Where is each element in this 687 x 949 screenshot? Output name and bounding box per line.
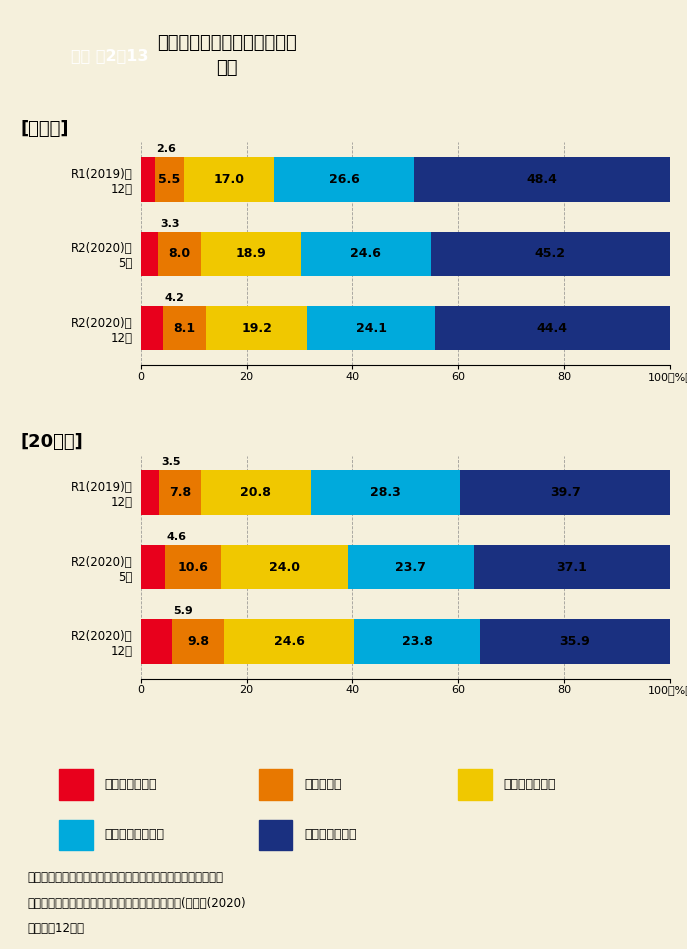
Bar	[206, 306, 308, 350]
Text: 3.5: 3.5	[161, 457, 181, 468]
Bar	[141, 232, 158, 276]
Bar	[201, 471, 311, 515]
Bar	[183, 158, 273, 202]
Text: 24.6: 24.6	[350, 248, 381, 260]
Text: 4.6: 4.6	[167, 531, 187, 542]
Bar	[348, 545, 473, 589]
Text: [全年齢]: [全年齢]	[21, 120, 69, 138]
Bar	[163, 306, 206, 350]
Text: ける生活意識・行動の変化に関する調査」(令和２(2020): ける生活意識・行動の変化に関する調査」(令和２(2020)	[27, 897, 246, 910]
Bar	[158, 232, 201, 276]
Bar	[259, 820, 292, 850]
Bar	[458, 770, 492, 800]
Bar	[141, 306, 163, 350]
Bar	[273, 158, 414, 202]
Text: 2.6: 2.6	[156, 144, 176, 155]
Bar	[141, 471, 159, 515]
Bar	[308, 306, 435, 350]
Bar	[473, 545, 670, 589]
Bar	[141, 158, 155, 202]
Text: 関心: 関心	[216, 60, 238, 77]
Text: 24.0: 24.0	[269, 561, 300, 573]
Bar	[221, 545, 348, 589]
Bar	[224, 619, 354, 663]
Bar	[435, 306, 670, 350]
Text: 48.4: 48.4	[527, 173, 558, 186]
Bar	[172, 619, 224, 663]
Bar	[480, 619, 670, 663]
Text: 19.2: 19.2	[241, 322, 272, 335]
Text: 23.7: 23.7	[396, 561, 427, 573]
Bar	[414, 158, 671, 202]
Text: 5.9: 5.9	[174, 606, 193, 616]
Text: 45.2: 45.2	[534, 248, 566, 260]
Text: 24.1: 24.1	[356, 322, 387, 335]
Bar	[159, 471, 201, 515]
Text: 年12月）: 年12月）	[27, 922, 85, 936]
Bar	[165, 545, 221, 589]
Text: 全く関心がない: 全く関心がない	[304, 828, 357, 842]
Text: 出典：内閣府「第２回新型コロナウイルス感染症の影響下にお: 出典：内閣府「第２回新型コロナウイルス感染症の影響下にお	[27, 871, 223, 884]
Bar	[431, 232, 670, 276]
Text: 39.7: 39.7	[550, 486, 581, 499]
Text: 強い関心がある: 強い関心がある	[104, 778, 157, 791]
Text: [20歳代]: [20歳代]	[21, 433, 83, 451]
Text: 4.2: 4.2	[165, 293, 185, 303]
Text: 37.1: 37.1	[556, 561, 587, 573]
Bar	[59, 770, 93, 800]
Text: 24.6: 24.6	[273, 635, 304, 648]
Text: 17.0: 17.0	[213, 173, 244, 186]
Text: 7.8: 7.8	[169, 486, 191, 499]
Text: 8.1: 8.1	[173, 322, 196, 335]
Text: 資料 特2－13: 資料 特2－13	[71, 48, 148, 64]
Text: 3.3: 3.3	[160, 218, 179, 229]
Bar	[301, 232, 431, 276]
Text: 20.8: 20.8	[240, 486, 271, 499]
Bar	[354, 619, 480, 663]
Bar	[59, 820, 93, 850]
Bar	[311, 471, 460, 515]
Text: 8.0: 8.0	[168, 248, 190, 260]
Bar	[141, 619, 172, 663]
Text: 9.8: 9.8	[187, 635, 209, 648]
Text: 東京圏在住者の地方移住への: 東京圏在住者の地方移住への	[157, 34, 297, 51]
Text: 23.8: 23.8	[402, 635, 432, 648]
Text: やや関心がある: やや関心がある	[504, 778, 556, 791]
Text: 35.9: 35.9	[559, 635, 590, 648]
Bar	[201, 232, 301, 276]
Text: 5.5: 5.5	[158, 173, 180, 186]
Text: 10.6: 10.6	[178, 561, 209, 573]
Text: 44.4: 44.4	[537, 322, 568, 335]
Bar	[141, 545, 165, 589]
Text: 26.6: 26.6	[328, 173, 359, 186]
Bar	[460, 471, 671, 515]
Text: 18.9: 18.9	[235, 248, 266, 260]
Text: 関心がある: 関心がある	[304, 778, 341, 791]
Text: 28.3: 28.3	[370, 486, 401, 499]
Bar	[155, 158, 183, 202]
Text: あまり関心がない: あまり関心がない	[104, 828, 165, 842]
Bar	[259, 770, 292, 800]
